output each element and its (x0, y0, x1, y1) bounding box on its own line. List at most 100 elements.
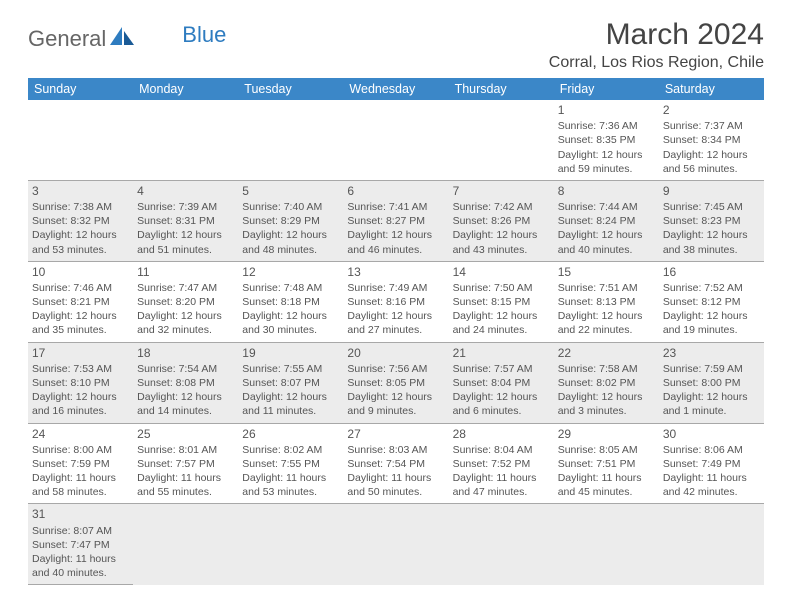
day-cell: 17Sunrise: 7:53 AMSunset: 8:10 PMDayligh… (28, 342, 133, 423)
calendar-body: 1Sunrise: 7:36 AMSunset: 8:35 PMDaylight… (28, 100, 764, 585)
day-day2: and 38 minutes. (663, 243, 760, 257)
day-number: 6 (347, 183, 444, 199)
day-sunrise: Sunrise: 7:52 AM (663, 281, 760, 295)
day-day1: Daylight: 12 hours (347, 309, 444, 323)
day-day1: Daylight: 12 hours (558, 148, 655, 162)
day-sunset: Sunset: 8:12 PM (663, 295, 760, 309)
day-number: 21 (453, 345, 550, 361)
day-number: 14 (453, 264, 550, 280)
day-sunset: Sunset: 8:20 PM (137, 295, 234, 309)
day-sunrise: Sunrise: 7:38 AM (32, 200, 129, 214)
day-sunrise: Sunrise: 8:01 AM (137, 443, 234, 457)
day-day1: Daylight: 12 hours (32, 390, 129, 404)
day-day2: and 58 minutes. (32, 485, 129, 499)
day-sunset: Sunset: 8:05 PM (347, 376, 444, 390)
day-number: 4 (137, 183, 234, 199)
day-sunset: Sunset: 8:16 PM (347, 295, 444, 309)
day-day2: and 53 minutes. (242, 485, 339, 499)
day-sunset: Sunset: 7:57 PM (137, 457, 234, 471)
day-number: 15 (558, 264, 655, 280)
logo: General Blue (28, 26, 226, 52)
day-day2: and 59 minutes. (558, 162, 655, 176)
day-cell: 19Sunrise: 7:55 AMSunset: 8:07 PMDayligh… (238, 342, 343, 423)
day-sunset: Sunset: 8:29 PM (242, 214, 339, 228)
day-sunrise: Sunrise: 8:06 AM (663, 443, 760, 457)
day-sunrise: Sunrise: 8:02 AM (242, 443, 339, 457)
day-sunrise: Sunrise: 7:59 AM (663, 362, 760, 376)
day-day1: Daylight: 12 hours (663, 228, 760, 242)
day-day1: Daylight: 11 hours (242, 471, 339, 485)
day-day2: and 48 minutes. (242, 243, 339, 257)
day-sunset: Sunset: 7:51 PM (558, 457, 655, 471)
day-sunrise: Sunrise: 8:04 AM (453, 443, 550, 457)
day-sunrise: Sunrise: 7:51 AM (558, 281, 655, 295)
day-sunset: Sunset: 8:00 PM (663, 376, 760, 390)
day-day1: Daylight: 12 hours (453, 390, 550, 404)
day-day2: and 14 minutes. (137, 404, 234, 418)
day-day1: Daylight: 12 hours (137, 309, 234, 323)
day-cell: 3Sunrise: 7:38 AMSunset: 8:32 PMDaylight… (28, 180, 133, 261)
day-cell: 20Sunrise: 7:56 AMSunset: 8:05 PMDayligh… (343, 342, 448, 423)
day-day2: and 53 minutes. (32, 243, 129, 257)
location: Corral, Los Rios Region, Chile (549, 54, 764, 72)
week-row: 24Sunrise: 8:00 AMSunset: 7:59 PMDayligh… (28, 423, 764, 504)
day-day1: Daylight: 11 hours (137, 471, 234, 485)
day-day1: Daylight: 12 hours (453, 309, 550, 323)
day-number: 8 (558, 183, 655, 199)
day-cell: 27Sunrise: 8:03 AMSunset: 7:54 PMDayligh… (343, 423, 448, 504)
day-number: 7 (453, 183, 550, 199)
day-cell: 11Sunrise: 7:47 AMSunset: 8:20 PMDayligh… (133, 261, 238, 342)
day-cell: 10Sunrise: 7:46 AMSunset: 8:21 PMDayligh… (28, 261, 133, 342)
day-day2: and 40 minutes. (32, 566, 129, 580)
day-sunrise: Sunrise: 7:36 AM (558, 119, 655, 133)
day-sunrise: Sunrise: 7:47 AM (137, 281, 234, 295)
day-day1: Daylight: 12 hours (453, 228, 550, 242)
day-number: 23 (663, 345, 760, 361)
day-cell: 26Sunrise: 8:02 AMSunset: 7:55 PMDayligh… (238, 423, 343, 504)
day-cell: 14Sunrise: 7:50 AMSunset: 8:15 PMDayligh… (449, 261, 554, 342)
day-day2: and 3 minutes. (558, 404, 655, 418)
day-day1: Daylight: 12 hours (32, 309, 129, 323)
day-cell (554, 504, 659, 585)
day-day2: and 51 minutes. (137, 243, 234, 257)
day-number: 3 (32, 183, 129, 199)
day-day1: Daylight: 12 hours (663, 390, 760, 404)
day-day2: and 43 minutes. (453, 243, 550, 257)
day-sunset: Sunset: 8:02 PM (558, 376, 655, 390)
week-row: 10Sunrise: 7:46 AMSunset: 8:21 PMDayligh… (28, 261, 764, 342)
day-day1: Daylight: 12 hours (347, 228, 444, 242)
day-number: 2 (663, 102, 760, 118)
logo-sail-icon (110, 27, 136, 52)
day-cell: 1Sunrise: 7:36 AMSunset: 8:35 PMDaylight… (554, 100, 659, 180)
day-sunset: Sunset: 8:07 PM (242, 376, 339, 390)
day-cell: 2Sunrise: 7:37 AMSunset: 8:34 PMDaylight… (659, 100, 764, 180)
day-number: 16 (663, 264, 760, 280)
day-cell (133, 504, 238, 585)
day-day2: and 19 minutes. (663, 323, 760, 337)
day-day2: and 30 minutes. (242, 323, 339, 337)
day-cell (449, 100, 554, 180)
day-number: 12 (242, 264, 339, 280)
weekday-header: Friday (554, 78, 659, 100)
day-day2: and 42 minutes. (663, 485, 760, 499)
day-day1: Daylight: 12 hours (32, 228, 129, 242)
day-day2: and 22 minutes. (558, 323, 655, 337)
day-sunset: Sunset: 7:59 PM (32, 457, 129, 471)
weekday-header: Sunday (28, 78, 133, 100)
day-day2: and 24 minutes. (453, 323, 550, 337)
weekday-header: Saturday (659, 78, 764, 100)
day-sunrise: Sunrise: 7:49 AM (347, 281, 444, 295)
day-day1: Daylight: 12 hours (663, 309, 760, 323)
day-sunset: Sunset: 7:54 PM (347, 457, 444, 471)
weekday-header: Monday (133, 78, 238, 100)
day-day2: and 32 minutes. (137, 323, 234, 337)
day-number: 31 (32, 506, 129, 522)
day-sunset: Sunset: 8:32 PM (32, 214, 129, 228)
day-cell: 31Sunrise: 8:07 AMSunset: 7:47 PMDayligh… (28, 504, 133, 585)
day-day1: Daylight: 11 hours (663, 471, 760, 485)
day-number: 1 (558, 102, 655, 118)
day-number: 28 (453, 426, 550, 442)
day-number: 17 (32, 345, 129, 361)
day-day1: Daylight: 12 hours (558, 309, 655, 323)
day-sunset: Sunset: 7:49 PM (663, 457, 760, 471)
